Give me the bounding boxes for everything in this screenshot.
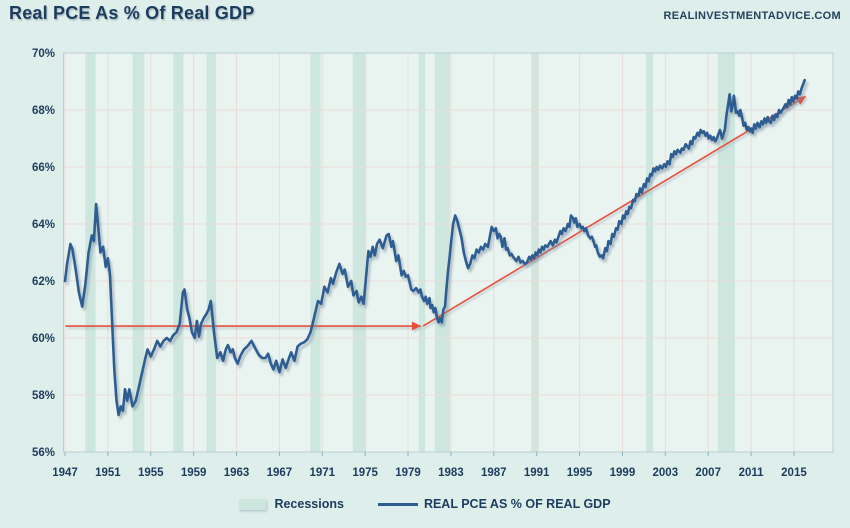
legend-series-swatch [377, 502, 418, 506]
recession-band [310, 53, 321, 452]
plot-border [63, 52, 834, 453]
y-tick-label: 68% [32, 105, 55, 117]
recession-band [717, 53, 735, 452]
x-tick-label: 1995 [567, 467, 593, 479]
y-tick-label: 70% [32, 48, 55, 60]
x-tick-label: 1967 [267, 467, 293, 479]
watermark: REALINVESTMENTADVICE.COM [663, 10, 841, 22]
recession-band [132, 53, 145, 452]
x-tick-label: 1983 [438, 467, 464, 479]
x-tick-label: 1991 [524, 467, 550, 479]
arrowhead [795, 96, 806, 105]
recession-band [206, 53, 217, 452]
y-tick-label: 56% [32, 447, 55, 459]
recession-band [173, 53, 184, 452]
x-tick-label: 1951 [95, 467, 121, 479]
recession-band [646, 53, 653, 452]
x-tick-label: 1979 [395, 467, 421, 479]
x-tick-label: 1963 [224, 467, 250, 479]
recession-band [418, 53, 426, 452]
recession-band [352, 53, 367, 452]
rising-trend-arrow [422, 95, 807, 327]
x-tick-label: 1971 [309, 467, 335, 479]
y-tick-label: 62% [32, 276, 55, 288]
x-tick-label: 2015 [781, 467, 807, 479]
x-tick-label: 1955 [138, 467, 164, 479]
legend-series-label: REAL PCE AS % OF REAL GDP [423, 497, 611, 511]
legend-recessions-label: Recessions [274, 497, 344, 511]
x-tick-label: 2007 [695, 467, 721, 479]
flat-trend-arrow [65, 321, 421, 331]
y-tick-label: 64% [32, 219, 55, 231]
pce-series-line [63, 78, 807, 417]
y-tick-label: 60% [32, 333, 55, 345]
x-tick-label: 1947 [52, 467, 78, 479]
y-tick-label: 66% [32, 162, 55, 174]
legend-recessions-swatch [239, 498, 267, 510]
x-tick-label: 2003 [653, 467, 679, 479]
arrowhead [411, 321, 421, 331]
y-tick-label: 58% [32, 390, 55, 402]
x-tick-label: 2011 [739, 467, 765, 479]
page-title: Real PCE As % Of Real GDP [9, 3, 255, 23]
legend: Recessions REAL PCE AS % OF REAL GDP [0, 492, 850, 516]
recession-band [85, 53, 96, 452]
recession-band [434, 53, 450, 452]
x-tick-label: 1975 [352, 467, 378, 479]
x-tick-label: 1999 [610, 467, 636, 479]
x-tick-label: 1959 [181, 467, 207, 479]
x-tick-label: 1987 [481, 467, 507, 479]
